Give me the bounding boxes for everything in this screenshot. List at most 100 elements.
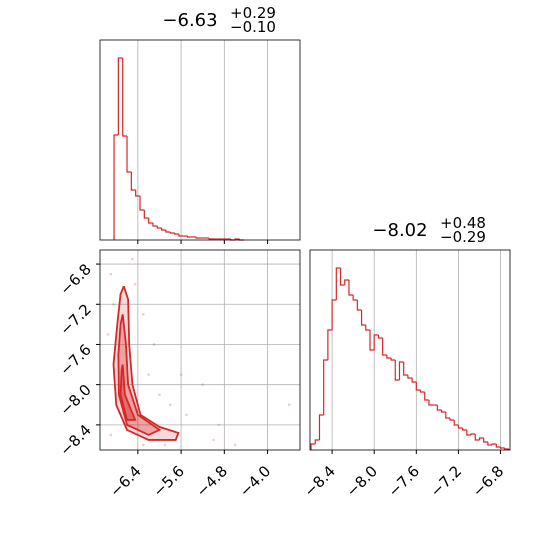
histogram-step	[365, 325, 370, 331]
contour	[112, 285, 180, 441]
histogram-step	[453, 420, 459, 426]
histogram-step	[445, 412, 450, 419]
histogram-step	[173, 233, 179, 235]
x-tick-label: −8.0	[343, 462, 381, 500]
contour	[119, 364, 137, 421]
sample-point	[163, 443, 167, 447]
panel-title: −6.63	[162, 10, 217, 31]
histogram-step	[169, 232, 175, 234]
sample-point	[179, 373, 183, 376]
histogram-step	[318, 414, 324, 440]
histogram-step	[339, 268, 345, 286]
histogram-step	[419, 390, 425, 393]
sample-point	[141, 313, 145, 316]
sample-point	[109, 272, 113, 276]
histogram-step	[356, 300, 362, 311]
sample-point	[233, 443, 237, 447]
histogram-step	[386, 355, 392, 359]
title-upper: +0.29	[230, 4, 276, 22]
sample-point	[109, 433, 113, 437]
sample-point	[287, 403, 291, 407]
histogram-step	[208, 238, 214, 240]
sample-point	[152, 343, 156, 346]
sample-point	[131, 257, 134, 261]
x-tick-label: −7.2	[427, 462, 465, 500]
histogram-step	[117, 57, 123, 135]
x-tick-label: −6.4	[106, 462, 144, 500]
histogram-step	[499, 447, 505, 449]
x-tick-label: −4.0	[236, 462, 274, 500]
histogram-step	[314, 439, 320, 444]
histogram-step	[148, 218, 153, 224]
histogram-step	[495, 444, 501, 448]
histogram-step	[466, 430, 472, 436]
sample-point	[158, 393, 161, 397]
x-tick-label: −6.8	[469, 462, 507, 500]
x-tick-label: −4.8	[193, 462, 231, 500]
histogram-step	[327, 329, 333, 360]
histogram-step	[310, 443, 316, 450]
x-tick-label: −8.4	[300, 462, 338, 500]
y-tick-label: −8.4	[56, 421, 94, 459]
histogram-step	[352, 295, 358, 301]
sample-point	[168, 403, 172, 407]
y-tick-label: −8.0	[56, 381, 94, 419]
histogram-step	[165, 230, 171, 233]
histogram-step	[377, 335, 383, 339]
histogram-step	[139, 196, 145, 211]
sample-point	[212, 438, 215, 442]
histogram-step	[156, 226, 162, 229]
histogram-step	[428, 400, 434, 406]
histogram-step	[152, 223, 158, 227]
histogram-step	[360, 310, 366, 326]
sample-point	[217, 423, 221, 427]
histogram-step	[474, 434, 480, 441]
contour	[117, 314, 162, 436]
title-lower: −0.10	[230, 18, 276, 36]
histogram-step	[335, 267, 341, 300]
sample-point	[141, 443, 145, 447]
y-tick-label: −7.6	[56, 341, 94, 379]
histogram-step	[504, 448, 509, 450]
histogram-step	[373, 334, 379, 350]
panel-title: −8.02	[372, 220, 427, 241]
histogram-step	[122, 58, 128, 137]
histogram-step	[440, 410, 446, 413]
histogram-step	[178, 234, 184, 237]
histogram-step	[135, 190, 140, 197]
title-value: −6.63	[162, 10, 217, 31]
histogram-step	[126, 136, 132, 173]
histogram-step	[449, 418, 455, 421]
y-tick-label: −6.8	[56, 260, 94, 298]
histogram-step	[113, 134, 119, 240]
histogram-step	[390, 358, 396, 361]
histogram-step	[403, 362, 408, 376]
histogram-step	[462, 428, 467, 431]
histogram-step	[415, 382, 421, 391]
histogram-step	[186, 236, 192, 238]
y-tick-label: −7.2	[56, 300, 94, 338]
histogram-step	[398, 361, 404, 380]
sample-point	[185, 413, 188, 417]
histogram-step	[457, 425, 463, 429]
histogram-step	[470, 433, 476, 435]
x-tick-label: −5.6	[149, 462, 187, 500]
sample-point	[112, 302, 115, 306]
histogram-step	[436, 405, 442, 411]
histogram-step	[344, 279, 349, 285]
histogram-step	[394, 360, 400, 381]
panel-frame	[309, 249, 511, 451]
histogram-step	[143, 210, 149, 219]
histogram-step	[382, 338, 387, 356]
sample-point	[106, 333, 110, 336]
sample-point	[133, 282, 137, 286]
title-lower: −0.29	[440, 228, 486, 246]
panel-frame	[99, 249, 301, 451]
histogram-step	[161, 228, 166, 231]
histogram-step	[407, 375, 413, 379]
histogram-step	[331, 299, 337, 330]
sample-point	[147, 373, 150, 376]
histogram-step	[487, 442, 493, 446]
